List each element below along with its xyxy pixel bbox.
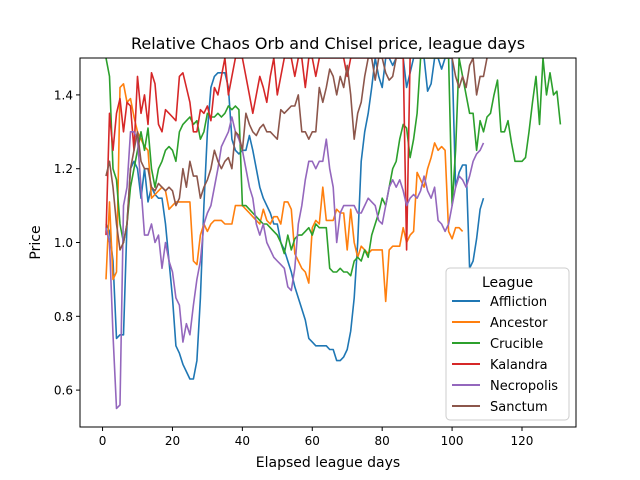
x-tick-label: 60 <box>305 434 320 448</box>
legend-label-sanctum: Sanctum <box>490 400 548 415</box>
legend-title: League <box>482 275 533 291</box>
series-line-crucible <box>105 58 562 277</box>
series-line-necropolis <box>105 116 485 410</box>
series-line-sanctum <box>105 58 488 251</box>
x-tick-label: 80 <box>375 434 390 448</box>
x-axis: 0 20 40 60 80 100 120 <box>99 427 534 448</box>
legend-label-kalandra: Kalandra <box>490 358 548 373</box>
legend-label-ancestor: Ancestor <box>490 316 548 331</box>
x-tick-label: 100 <box>441 434 464 448</box>
legend-box <box>445 267 570 421</box>
legend: League Affliction Ancestor Crucible Kalandr… <box>445 267 570 421</box>
legend-label-affliction: Affliction <box>490 295 547 310</box>
series-line-kalandra <box>105 58 411 251</box>
legend-label-necropolis: Necropolis <box>490 379 558 394</box>
series-layer <box>105 58 562 410</box>
y-axis: 0.6 0.8 1.0 1.2 1.4 <box>54 88 80 398</box>
y-tick-label: 0.6 <box>54 384 73 398</box>
y-axis-label: Price <box>28 225 44 259</box>
y-tick-label: 1.2 <box>54 162 73 176</box>
x-tick-label: 120 <box>511 434 534 448</box>
x-axis-label: Elapsed league days <box>256 455 400 471</box>
legend-label-crucible: Crucible <box>490 337 543 352</box>
x-tick-label: 40 <box>235 434 250 448</box>
chart-title: Relative Chaos Orb and Chisel price, lea… <box>131 34 525 53</box>
y-tick-label: 0.8 <box>54 310 73 324</box>
x-tick-label: 0 <box>99 434 107 448</box>
x-tick-label: 20 <box>165 434 180 448</box>
y-tick-label: 1.4 <box>54 88 73 102</box>
y-tick-label: 1.0 <box>54 236 73 250</box>
